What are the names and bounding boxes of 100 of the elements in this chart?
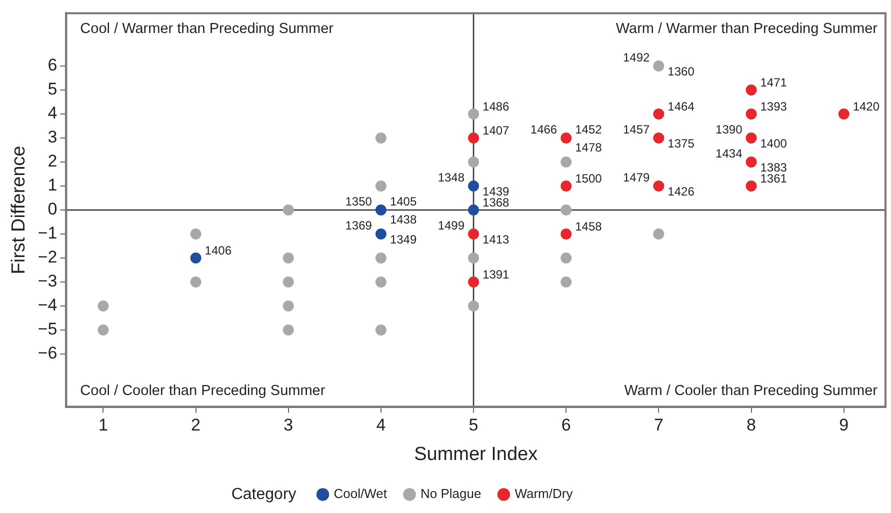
y-tick-label: −5 xyxy=(38,320,58,339)
annotation: 1400 xyxy=(760,136,788,150)
annotation: Warm / Cooler than Preceding Summer xyxy=(624,382,878,399)
annotation: 1393 xyxy=(760,99,788,114)
point xyxy=(468,228,480,240)
legend-label: Cool/Wet xyxy=(334,486,388,502)
legend-title: Category xyxy=(231,486,296,503)
annotation: Cool / Warmer than Preceding Summer xyxy=(80,21,334,38)
annotation: 1499 xyxy=(438,218,465,232)
annotation: 1458 xyxy=(575,219,602,234)
point xyxy=(375,204,386,216)
point xyxy=(560,156,572,168)
annotation: 1486 xyxy=(482,99,510,114)
point xyxy=(468,204,480,216)
point xyxy=(653,108,664,120)
point xyxy=(468,252,480,264)
point xyxy=(375,276,386,288)
point xyxy=(653,228,664,240)
point xyxy=(746,108,757,120)
annotation: 1420 xyxy=(852,99,880,114)
annotation: 1413 xyxy=(482,232,510,246)
point xyxy=(98,324,109,336)
legend-label: No Plague xyxy=(420,486,482,502)
point xyxy=(560,252,572,264)
y-tick-label: 4 xyxy=(48,104,58,123)
point xyxy=(468,132,480,144)
annotation: 1464 xyxy=(668,99,695,114)
annotation: Warm / Warmer than Preceding Summer xyxy=(616,21,878,38)
point xyxy=(190,252,202,264)
y-tick-label: −1 xyxy=(38,224,58,243)
y-tick-label: 2 xyxy=(48,152,58,171)
point xyxy=(838,108,850,120)
x-tick-label: 6 xyxy=(561,416,571,435)
x-tick-label: 1 xyxy=(98,416,108,435)
annotation: 1390 xyxy=(716,122,743,136)
y-tick-label: 3 xyxy=(48,128,58,147)
point xyxy=(375,252,386,264)
y-tick-label: 1 xyxy=(48,176,58,195)
annotation: Cool / Cooler than Preceding Summer xyxy=(80,382,326,399)
point xyxy=(282,276,294,288)
x-tick-label: 3 xyxy=(284,416,294,435)
point xyxy=(746,132,757,144)
point xyxy=(560,180,572,192)
legend-label: Warm/Dry xyxy=(514,486,574,502)
annotation: 1406 xyxy=(204,243,232,258)
point xyxy=(746,180,757,192)
y-tick-label: −3 xyxy=(38,272,58,291)
annotation: 1457 xyxy=(622,122,650,136)
annotation: 1348 xyxy=(438,170,465,184)
y-tick-label: −6 xyxy=(38,344,58,363)
point xyxy=(282,324,294,336)
point xyxy=(98,300,109,312)
annotation: 1466 xyxy=(530,122,558,136)
annotation: 1369 xyxy=(345,218,372,232)
point xyxy=(560,204,572,216)
annotation: 1407 xyxy=(482,123,510,138)
annotation: 1349 xyxy=(390,232,417,246)
y-tick-label: −2 xyxy=(38,248,58,267)
annotation: 1438 xyxy=(390,212,417,226)
annotation: 1452 xyxy=(575,122,602,136)
x-tick-label: 8 xyxy=(746,416,756,435)
point xyxy=(375,228,386,240)
point xyxy=(746,84,757,96)
point xyxy=(653,180,664,192)
y-tick-label: 6 xyxy=(48,56,58,75)
point xyxy=(190,228,202,240)
annotation: 1391 xyxy=(482,267,510,282)
point xyxy=(468,180,480,192)
annotation: 1350 xyxy=(345,194,372,208)
x-tick-label: 5 xyxy=(468,416,478,435)
point xyxy=(560,228,572,240)
x-axis-title: Summer Index xyxy=(414,444,538,465)
x-tick-label: 9 xyxy=(839,416,849,435)
annotation: 1479 xyxy=(622,170,650,184)
x-tick-label: 7 xyxy=(654,416,664,435)
point xyxy=(468,156,480,168)
point xyxy=(190,276,202,288)
x-tick-label: 2 xyxy=(191,416,201,435)
point xyxy=(282,204,294,216)
point xyxy=(282,300,294,312)
x-tick-label: 4 xyxy=(376,416,386,435)
y-axis-title: First Difference xyxy=(8,146,30,274)
point xyxy=(653,60,664,72)
y-tick-label: 5 xyxy=(48,80,58,99)
annotation: 1405 xyxy=(390,194,417,208)
annotation: 1375 xyxy=(668,136,695,150)
annotation: 1360 xyxy=(668,64,695,78)
point xyxy=(468,276,480,288)
point xyxy=(653,132,664,144)
point xyxy=(375,180,386,192)
point xyxy=(282,252,294,264)
annotation: 1434 xyxy=(716,146,743,160)
y-tick-label: −4 xyxy=(38,296,58,315)
annotation: 1478 xyxy=(575,140,602,154)
annotation: 1426 xyxy=(668,184,695,198)
point xyxy=(468,108,480,120)
annotation: 1471 xyxy=(760,75,788,90)
point xyxy=(560,276,572,288)
point xyxy=(375,324,386,336)
point xyxy=(746,156,757,168)
